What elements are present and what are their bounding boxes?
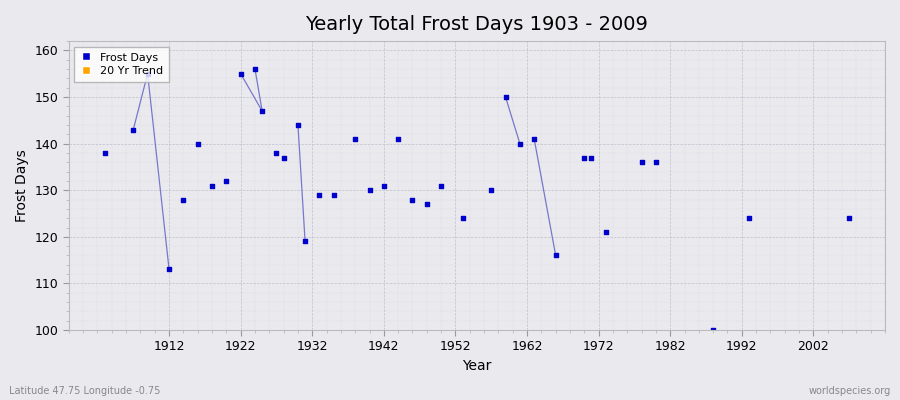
Point [391, 136, 405, 142]
Point [191, 140, 205, 147]
Point [455, 215, 470, 221]
Point [584, 154, 598, 161]
Point [233, 70, 248, 77]
Point [499, 94, 513, 100]
X-axis label: Year: Year [463, 359, 491, 373]
Point [276, 154, 291, 161]
Point [126, 126, 140, 133]
Point [527, 136, 542, 142]
Point [742, 215, 756, 221]
Point [255, 108, 269, 114]
Point [298, 238, 312, 245]
Point [162, 266, 176, 273]
Point [312, 192, 327, 198]
Point [220, 178, 234, 184]
Point [405, 196, 419, 203]
Point [97, 150, 112, 156]
Point [634, 159, 649, 166]
Point [842, 215, 857, 221]
Point [176, 196, 191, 203]
Title: Yearly Total Frost Days 1903 - 2009: Yearly Total Frost Days 1903 - 2009 [305, 15, 648, 34]
Y-axis label: Frost Days: Frost Days [15, 149, 29, 222]
Point [649, 159, 663, 166]
Point [363, 187, 377, 194]
Text: Latitude 47.75 Longitude -0.75: Latitude 47.75 Longitude -0.75 [9, 386, 160, 396]
Point [577, 154, 591, 161]
Point [291, 122, 305, 128]
Point [327, 192, 341, 198]
Text: worldspecies.org: worldspecies.org [809, 386, 891, 396]
Point [205, 182, 220, 189]
Point [140, 70, 155, 77]
Point [434, 182, 448, 189]
Point [377, 182, 392, 189]
Point [269, 150, 284, 156]
Point [484, 187, 499, 194]
Point [248, 66, 262, 72]
Point [348, 136, 363, 142]
Point [598, 229, 613, 235]
Legend: Frost Days, 20 Yr Trend: Frost Days, 20 Yr Trend [75, 47, 168, 82]
Point [513, 140, 527, 147]
Point [706, 327, 720, 333]
Point [548, 252, 562, 259]
Point [419, 201, 434, 208]
